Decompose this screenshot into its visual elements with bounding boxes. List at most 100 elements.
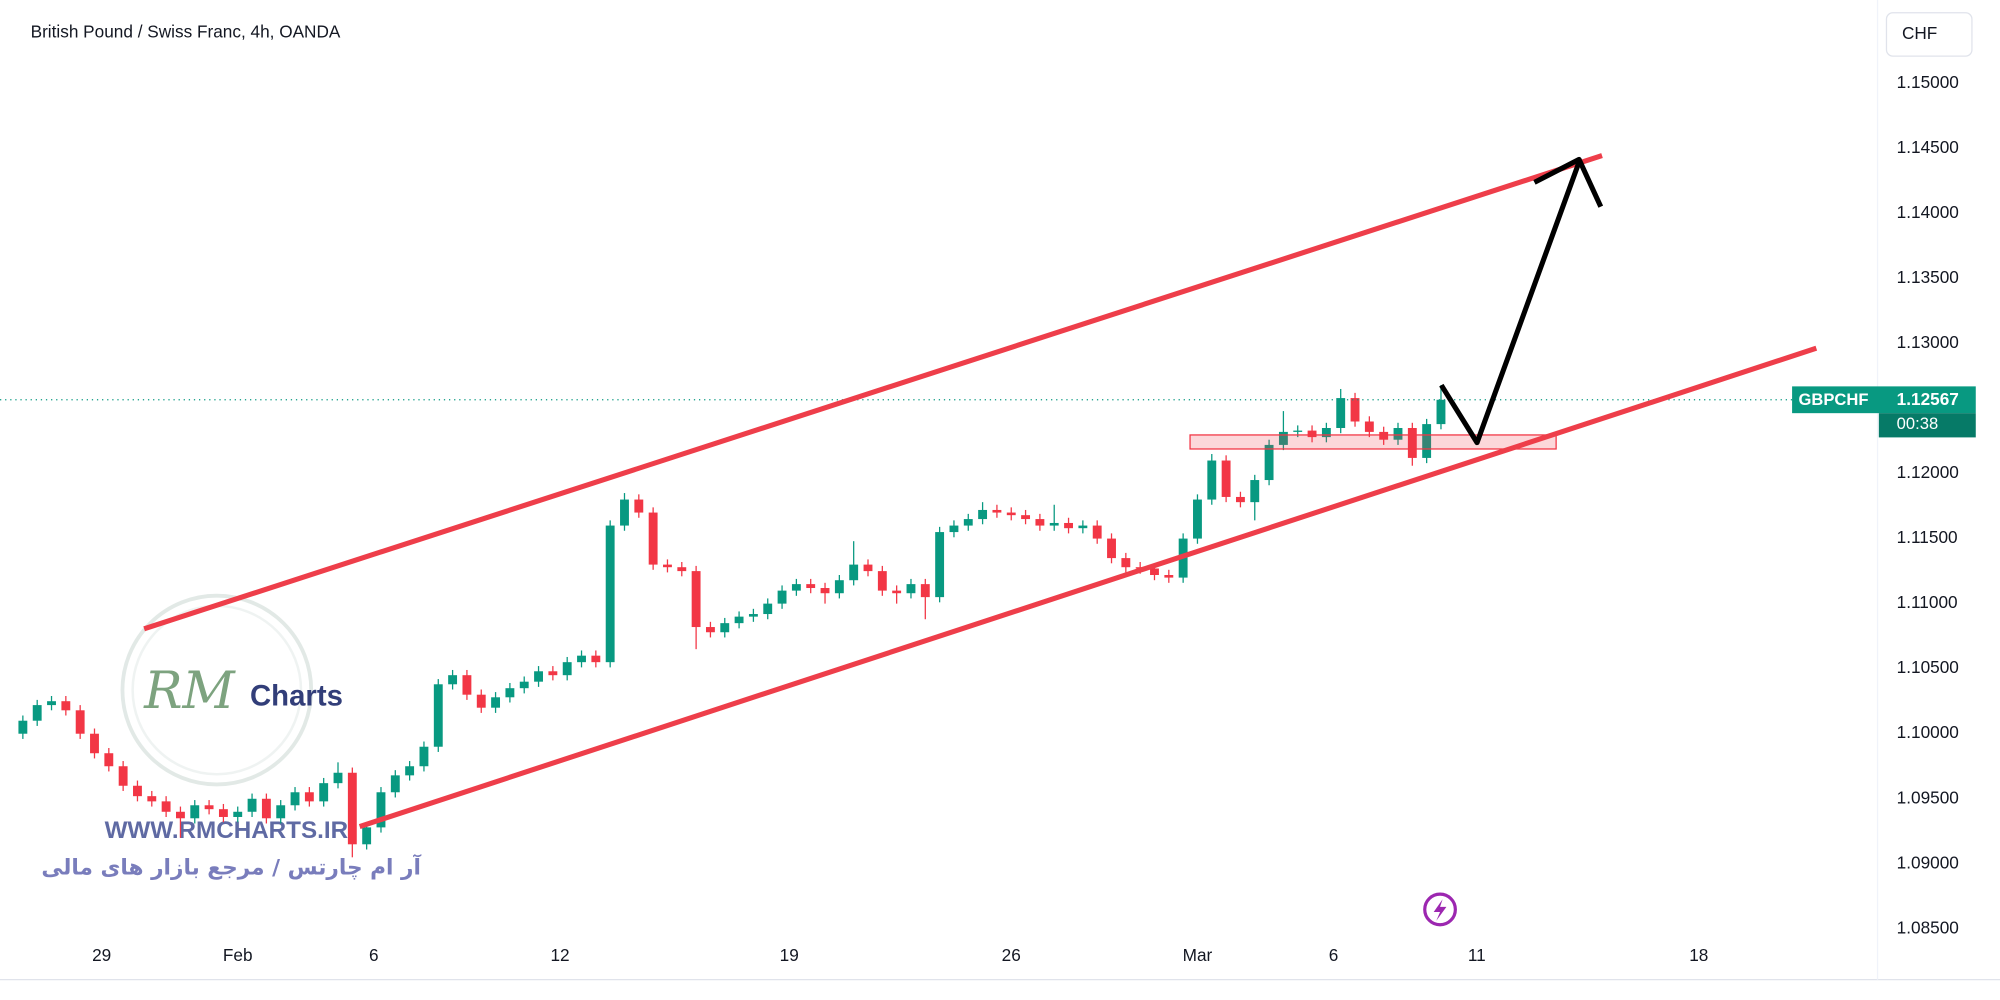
y-tick-label: 1.13000	[1897, 332, 1959, 352]
candle-body	[877, 571, 887, 591]
candle-body	[1278, 431, 1288, 445]
countdown-label: 00:38	[1897, 414, 1939, 433]
candle-body	[935, 532, 945, 598]
candle-body	[261, 798, 271, 819]
candle-body	[777, 590, 787, 604]
projection-arrow	[1439, 161, 1582, 446]
candle-body	[1407, 428, 1417, 458]
chart-title: British Pound / Swiss Franc, 4h, OANDA	[31, 22, 341, 42]
x-tick-label: Feb	[223, 945, 253, 965]
candle-body	[1035, 519, 1045, 526]
candle-body	[1164, 575, 1174, 578]
drawings	[143, 153, 1818, 829]
candle-body	[505, 688, 515, 698]
candle-body	[47, 701, 56, 706]
x-tick-label: 26	[1002, 945, 1021, 965]
candle-body	[448, 675, 458, 685]
candle-body	[920, 584, 930, 598]
y-tick-label: 1.10000	[1897, 722, 1959, 742]
candle-body	[1121, 558, 1131, 568]
candle-body	[1207, 460, 1217, 500]
candle-body	[276, 805, 286, 819]
candle-body	[591, 655, 601, 663]
y-tick-label: 1.09000	[1897, 852, 1959, 872]
candle-body	[1107, 538, 1116, 559]
candle-body	[734, 616, 744, 624]
y-tick-label: 1.14500	[1897, 137, 1959, 157]
candle-body	[1221, 460, 1231, 497]
candle-body	[1150, 568, 1159, 576]
candle-body	[433, 684, 443, 747]
candle-body	[949, 525, 959, 533]
candle-body	[161, 801, 171, 812]
icon-ring	[1423, 892, 1457, 927]
candle-body	[1321, 428, 1331, 438]
candle-body	[1006, 512, 1016, 516]
candle-body	[1049, 522, 1059, 526]
candle-body	[834, 580, 844, 594]
candle-body	[118, 766, 128, 786]
candle-body	[32, 705, 42, 721]
candle-body	[1264, 444, 1274, 481]
candle-body	[1436, 399, 1446, 425]
candle-body	[175, 811, 185, 819]
candle-body	[218, 809, 228, 817]
last-price-label: 1.12567	[1897, 389, 1959, 409]
x-tick-label: 11	[1468, 945, 1486, 965]
candle-body	[90, 733, 99, 754]
candle-body	[648, 512, 658, 565]
candle-body	[1364, 421, 1374, 432]
y-tick-label: 1.12000	[1897, 462, 1959, 482]
candle-body	[104, 753, 114, 767]
projection-arrowhead	[1533, 156, 1604, 208]
y-tick-label: 1.13500	[1897, 267, 1959, 287]
candle-body	[820, 588, 830, 594]
candle-body	[204, 805, 214, 810]
candle-body	[677, 567, 687, 572]
candle-body	[620, 499, 629, 526]
candle-body	[18, 720, 28, 734]
x-tick-label: 6	[1329, 945, 1339, 965]
candle-body	[519, 681, 529, 689]
candle-body	[1307, 430, 1317, 438]
channel-lower-line	[358, 345, 1818, 829]
candle-body	[577, 655, 586, 663]
watermark-url: WWW.RMCHARTS.IR	[105, 817, 349, 844]
candle-body	[992, 509, 1002, 513]
logo-text: Charts	[250, 679, 343, 712]
candle-body	[720, 623, 730, 633]
candle-body	[605, 525, 615, 663]
candle-body	[663, 564, 672, 568]
candle-body	[1064, 522, 1073, 529]
candle-body	[1250, 480, 1260, 503]
plot-area: 1.08500 1.09000 1.09500 1.10000 1.10500 1.110…	[0, 72, 1959, 965]
candle-body	[476, 694, 486, 708]
candle-body	[1092, 525, 1102, 539]
y-tick-label: 1.14000	[1897, 202, 1959, 222]
candle-body	[147, 796, 157, 802]
candle-body	[319, 783, 329, 802]
candle-body	[534, 671, 543, 682]
x-tick-label: 12	[550, 945, 569, 965]
x-tick-label: Mar	[1183, 945, 1213, 965]
candle-body	[892, 590, 902, 594]
candle-body	[304, 792, 314, 802]
candle-body	[748, 614, 758, 617]
watermark: RM Charts WWW.RMCHARTS.IR آر ام چارتس / …	[41, 593, 421, 881]
icon-bolt	[1433, 899, 1447, 921]
candle-body	[247, 798, 257, 812]
support-zone	[1189, 434, 1557, 450]
candle-body	[705, 627, 715, 633]
y-tick-label: 1.08500	[1897, 917, 1959, 937]
currency-button[interactable]	[1885, 12, 1973, 57]
candle-body	[548, 671, 558, 676]
candle-body	[233, 811, 243, 817]
channel-upper-line	[143, 153, 1603, 632]
candle-body	[978, 509, 988, 520]
candle-body	[562, 662, 572, 676]
x-tick-label: 19	[780, 945, 799, 965]
lightning-icon[interactable]	[1423, 892, 1457, 927]
